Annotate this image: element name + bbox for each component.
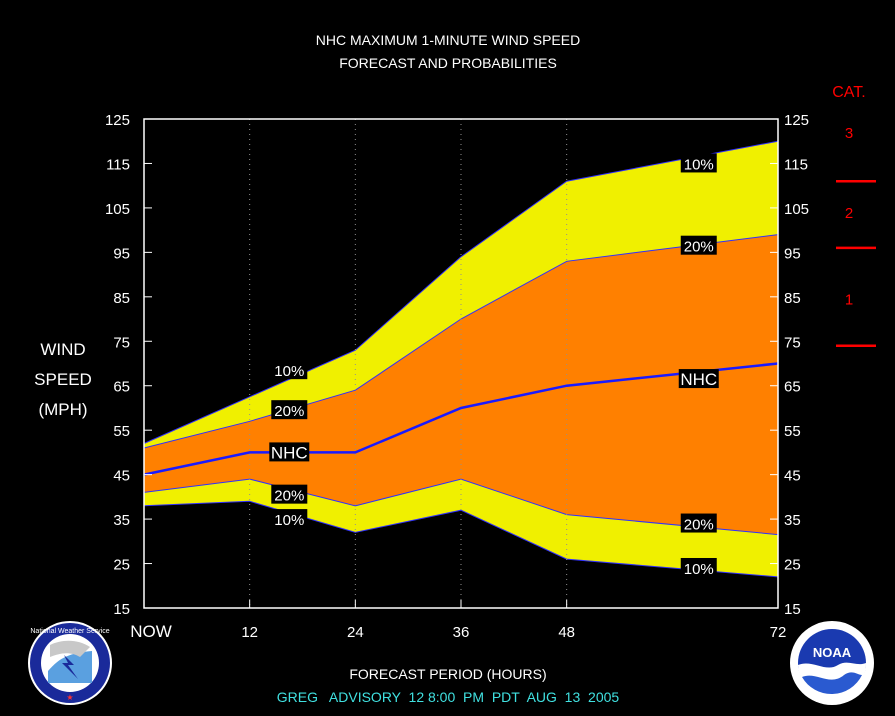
y-tick-label-right: 105 [784, 201, 809, 218]
y-axis-label-line: WIND [40, 340, 85, 359]
y-tick-label: 75 [113, 334, 130, 351]
y-tick-label: 125 [105, 112, 130, 129]
annotation-label: 20% [274, 488, 304, 505]
advisory-footer: GREG ADVISORY 12 8:00 PM PDT AUG 13 2005 [277, 689, 620, 705]
annotation-box [271, 360, 308, 380]
annotation-label: 20% [274, 403, 304, 420]
band-edge-upper10 [143, 140, 779, 444]
x-tick-label: 36 [453, 624, 470, 641]
y-tick-label-right: 85 [784, 290, 801, 307]
nws-logo-text: National Weather Service [30, 628, 109, 635]
band-edge-lower10 [143, 500, 779, 578]
annotation-label: 20% [684, 239, 714, 256]
y-tick-label-right: 15 [784, 601, 801, 618]
y-axis-label-line: (MPH) [38, 400, 87, 419]
annotation-box [680, 513, 717, 533]
x-tick-label: NOW [130, 622, 172, 641]
x-tick-label: 48 [558, 624, 575, 641]
y-tick-label: 95 [113, 245, 130, 262]
annotation-box [678, 369, 719, 389]
svg-text:★: ★ [66, 693, 73, 702]
noaa-logo: NOAA [790, 621, 874, 705]
annotation-label: NHC [680, 370, 717, 389]
y-tick-label: 25 [113, 557, 130, 574]
category-label: 3 [845, 125, 853, 142]
y-axis-label: WIND SPEED (MPH) [34, 340, 92, 419]
x-tick-label: 12 [241, 624, 258, 641]
annotation-label: 10% [274, 512, 304, 529]
band-edge-upper20 [143, 234, 779, 449]
plot-area: 15 15 25 25 35 35 45 45 55 55 65 65 75 75 85 85 95 95 105 1… [105, 112, 809, 641]
annotation-box [271, 484, 308, 504]
nhc-forecast-line [143, 362, 779, 476]
annotation-box [680, 557, 717, 577]
chart-title: NHC MAXIMUM 1-MINUTE WIND SPEED [316, 32, 580, 48]
y-tick-label: 65 [113, 379, 130, 396]
annotation-label: 10% [684, 561, 714, 578]
y-tick-label: 105 [105, 201, 130, 218]
y-tick-label-right: 45 [784, 468, 801, 485]
annotation-box [680, 153, 717, 173]
category-label: 2 [845, 205, 853, 222]
y-tick-label-right: 125 [784, 112, 809, 129]
y-tick-label-right: 115 [784, 156, 808, 173]
y-tick-label: 85 [113, 290, 130, 307]
y-tick-label-right: 95 [784, 245, 801, 262]
y-tick-label: 35 [113, 512, 130, 529]
y-tick-label: 115 [106, 156, 130, 173]
annotation-label: 10% [684, 156, 714, 173]
category-scale: 3 2 1 [836, 125, 876, 347]
y-tick-label: 55 [113, 423, 130, 440]
annotation-label: 20% [684, 517, 714, 534]
annotation-box [271, 400, 308, 420]
y-tick-label: 45 [113, 468, 130, 485]
y-tick-label-right: 55 [784, 423, 801, 440]
y-axis-label-line: SPEED [34, 370, 92, 389]
y-tick-label-right: 35 [784, 512, 801, 529]
annotation-label: 10% [274, 363, 304, 380]
x-axis-label: FORECAST PERIOD (HOURS) [349, 666, 546, 682]
y-tick-label-right: 75 [784, 334, 801, 351]
y-tick-label-right: 65 [784, 379, 801, 396]
band-edge-lower20 [143, 478, 779, 536]
annotation-box [680, 235, 717, 255]
nws-logo: National Weather Service ★ [28, 621, 112, 705]
category-label: 1 [845, 292, 853, 309]
category-title: CAT. [832, 84, 865, 101]
y-tick-label-right: 25 [784, 557, 801, 574]
noaa-logo-text: NOAA [813, 645, 852, 660]
x-tick-label: 24 [347, 624, 364, 641]
x-tick-label: 72 [770, 624, 787, 641]
annotation-label: NHC [271, 443, 308, 462]
y-tick-label: 15 [113, 601, 130, 618]
chart-subtitle: FORECAST AND PROBABILITIES [339, 55, 557, 71]
annotation-box [269, 442, 310, 462]
annotation-box [271, 509, 308, 529]
